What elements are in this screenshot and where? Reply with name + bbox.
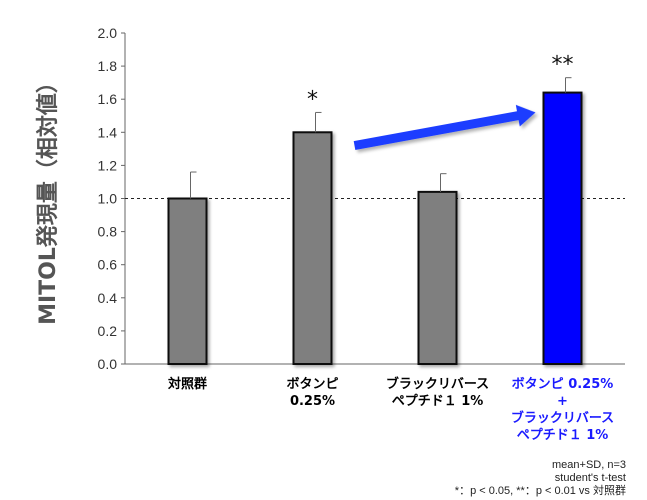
x-tick-label: ペプチド１ 1% (517, 428, 609, 443)
y-tick-label: 0.4 (98, 290, 118, 306)
footnote: mean+SD, n=3 (552, 459, 626, 471)
y-tick-label: 0.2 (98, 323, 118, 339)
y-tick-label: 1.6 (98, 91, 118, 107)
bar (542, 91, 583, 366)
y-axis-label: MITOL発現量（相対値） (36, 71, 61, 325)
significance-marker: ** (552, 53, 574, 78)
footnote: *：p < 0.05, **：p < 0.01 vs 対照群 (455, 483, 626, 497)
bar (292, 131, 333, 365)
y-tick-label: 1.2 (98, 157, 118, 173)
arrow-shape (353, 104, 536, 150)
y-tick-label: 1.0 (98, 191, 118, 207)
bar (167, 197, 208, 365)
x-tick-label: + (557, 394, 568, 409)
y-tick-label: 0.6 (98, 257, 118, 273)
y-tick-label: 0.8 (98, 224, 118, 240)
y-tick-label: 1.4 (98, 124, 118, 140)
trend-arrow (353, 104, 536, 150)
significance-marker: * (307, 87, 318, 112)
x-tick-label: ブラックリバース (511, 410, 614, 426)
x-tick-label: ペプチド１ 1% (392, 394, 484, 409)
footnote: student's t-test (555, 472, 626, 484)
x-tick-label: ボタンピ 0.25% (512, 376, 614, 392)
y-tick-label: 2.0 (98, 25, 118, 41)
x-tick-label: 対照群 (167, 376, 207, 392)
y-tick-label: 0.0 (98, 356, 118, 372)
x-tick-label: ブラックリバース (386, 376, 489, 392)
x-tick-label: 0.25% (290, 394, 335, 409)
bar (417, 190, 458, 365)
x-tick-label: ボタンピ (286, 376, 338, 392)
y-tick-label: 1.8 (98, 58, 118, 74)
